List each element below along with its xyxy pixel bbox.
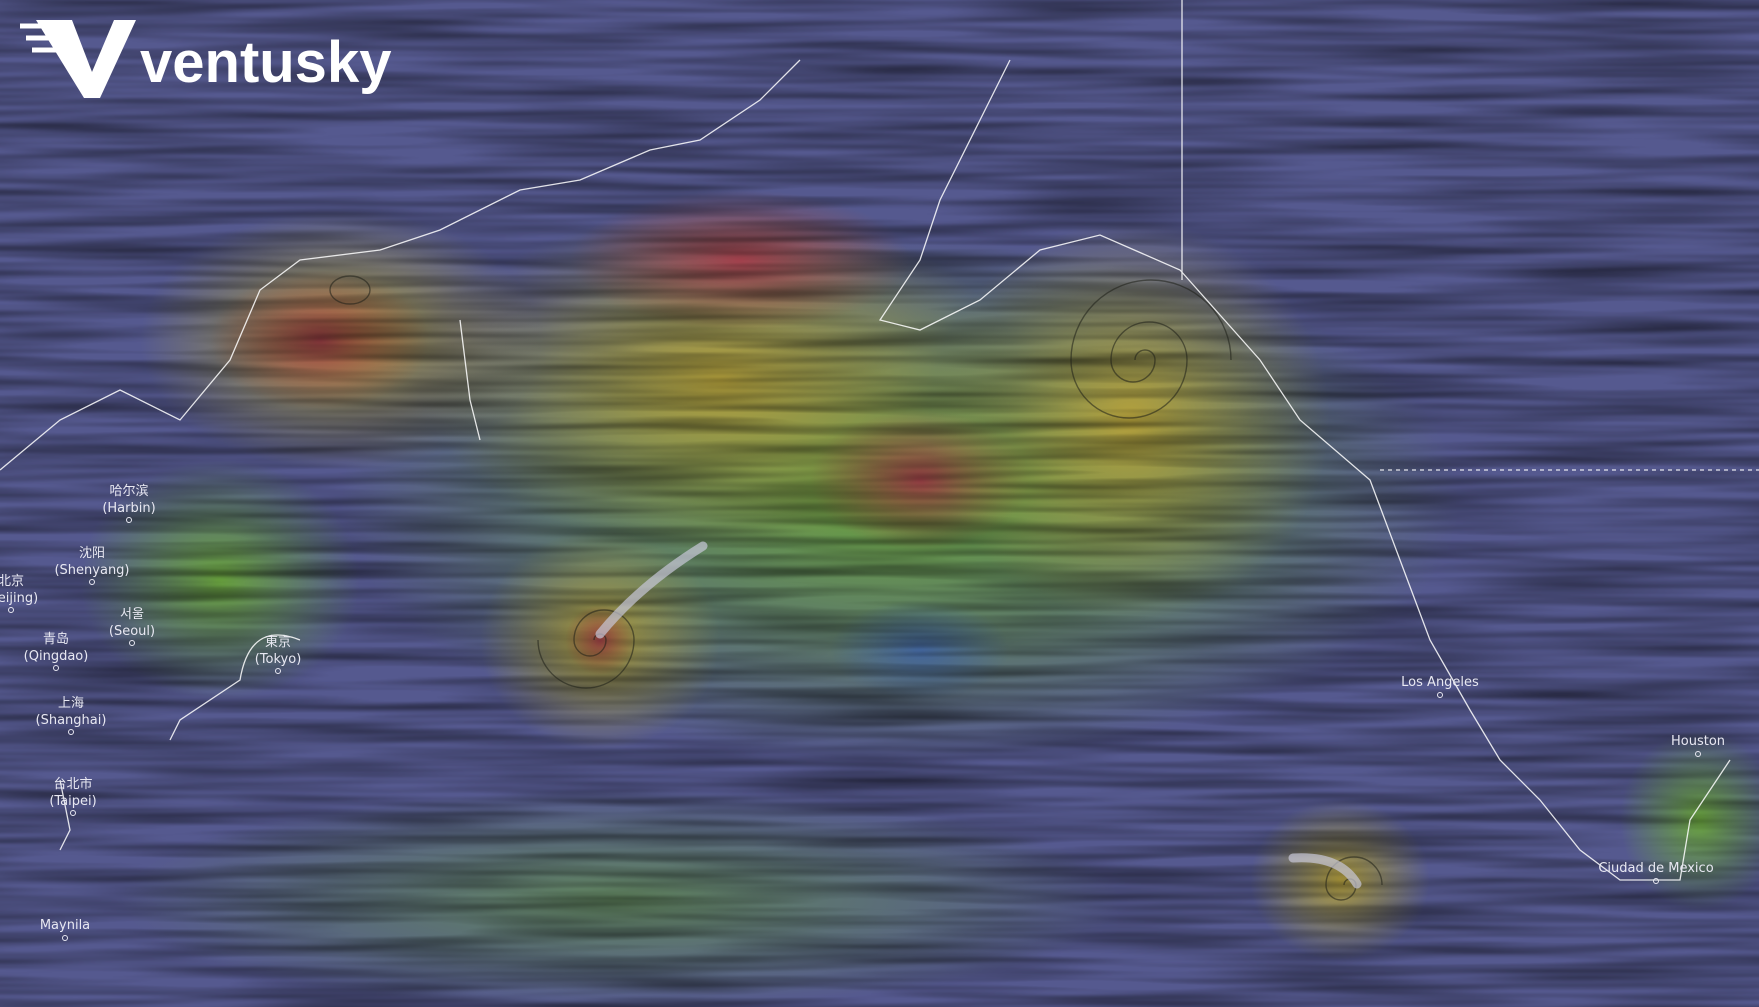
city-dot bbox=[1437, 692, 1443, 698]
city-dot bbox=[89, 579, 95, 585]
city-latin-name: (Qingdao) bbox=[24, 649, 89, 664]
city-name: Houston bbox=[1671, 734, 1725, 749]
city-labels: 哈尔滨 (Harbin) 沈阳 (Shenyang) 北京 (Beijing) 서울 (Seo… bbox=[0, 483, 1725, 941]
city-latin-name: (Shenyang) bbox=[54, 563, 129, 578]
city-dot bbox=[1695, 751, 1701, 757]
city-name: 台北市 bbox=[53, 776, 92, 792]
city-name: Los Angeles bbox=[1401, 675, 1479, 690]
city-name: 上海 bbox=[58, 696, 84, 711]
city-dot bbox=[275, 668, 281, 674]
city-dot bbox=[1653, 878, 1659, 884]
city-name: 서울 bbox=[120, 607, 144, 622]
city-dot bbox=[62, 935, 68, 941]
city-name: 哈尔滨 bbox=[109, 483, 148, 499]
city-dot bbox=[8, 607, 14, 613]
city-dot bbox=[126, 517, 132, 523]
city-name: 青岛 bbox=[43, 631, 69, 647]
city-latin-name: (Seoul) bbox=[109, 624, 155, 639]
city-dot bbox=[68, 729, 74, 735]
city-latin-name: (Beijing) bbox=[0, 591, 38, 606]
logo-mark bbox=[36, 20, 136, 98]
city-name: Ciudad de Mexico bbox=[1598, 861, 1713, 876]
storm-tracks bbox=[595, 541, 1362, 889]
coastlines bbox=[0, 0, 1759, 881]
city-name: 沈阳 bbox=[79, 546, 105, 561]
city-name: 東京 bbox=[265, 634, 291, 650]
city-latin-name: (Shanghai) bbox=[36, 713, 107, 728]
city-dot bbox=[129, 640, 135, 646]
city-name: Maynila bbox=[40, 918, 90, 933]
city-name: 北京 bbox=[0, 574, 24, 589]
city-latin-name: (Taipei) bbox=[49, 794, 96, 809]
logo-speed-lines bbox=[20, 23, 64, 53]
city-latin-name: (Harbin) bbox=[102, 501, 155, 516]
city-latin-name: (Tokyo) bbox=[255, 652, 302, 667]
city-dot bbox=[70, 810, 76, 816]
city-dot bbox=[53, 665, 59, 671]
logo[interactable]: ventusky bbox=[20, 20, 391, 98]
logo-text: ventusky bbox=[140, 30, 391, 95]
